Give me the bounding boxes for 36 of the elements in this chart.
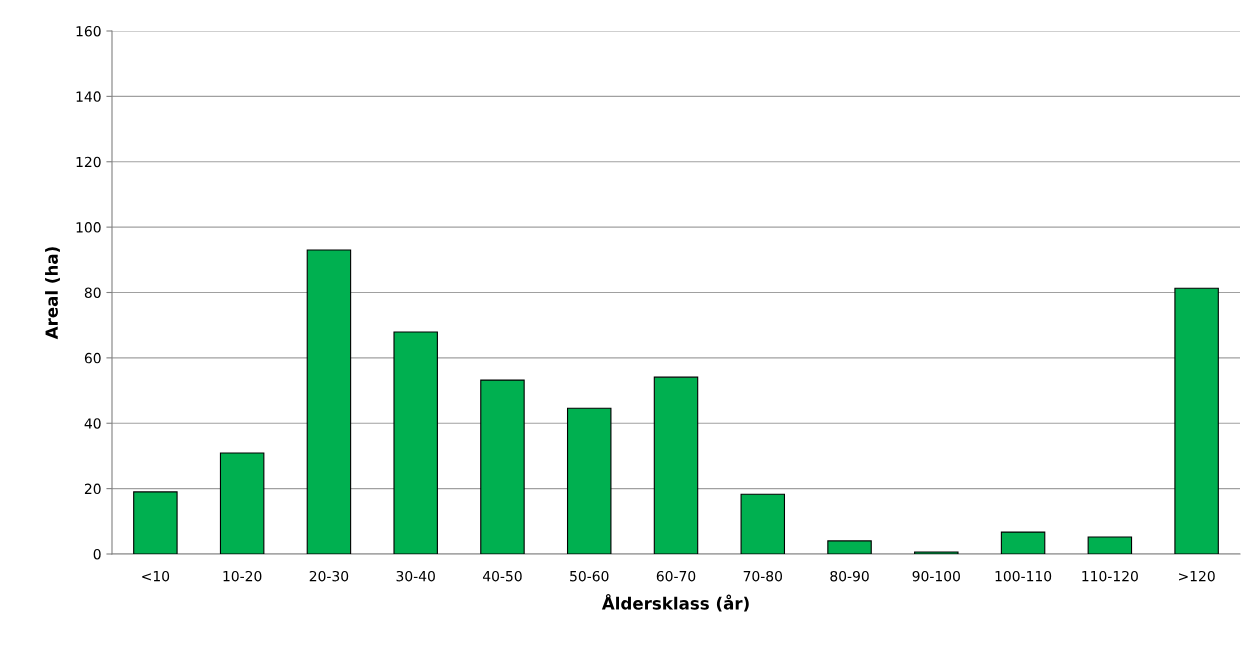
bar [653,376,699,554]
bar [480,379,525,554]
y-tick-label: 0 [93,548,101,560]
x-tick-label: 90-100 [912,570,960,582]
bar [1087,536,1133,554]
bar [133,491,178,554]
y-axis-title: Areal (ha) [45,247,60,340]
x-tick-label: 70-80 [743,570,783,582]
y-tick-label: 60 [84,352,101,364]
y-tick-label: 120 [76,156,101,168]
bar [740,493,786,554]
y-tick-label: 160 [76,25,101,37]
bar [393,331,438,554]
x-tick-label: 10-20 [223,570,262,582]
x-tick-label: 30-40 [396,570,435,582]
bar [566,407,612,554]
bar [306,249,352,554]
bar [219,452,265,554]
bar [1000,531,1046,554]
y-tick-label: 100 [76,222,101,233]
x-tick-label: >120 [1179,570,1215,582]
bar [1174,287,1219,554]
x-tick-label: 60-70 [656,570,696,582]
y-tick-label: 40 [84,418,101,429]
x-tick-label: 80-90 [830,570,869,582]
x-tick-label: 100-110 [995,570,1052,582]
bar [827,540,872,554]
y-tick-label: 80 [84,287,101,298]
x-tick-label: 40-50 [482,570,522,582]
x-tick-label: 50-60 [570,570,609,582]
y-tick-label: 20 [84,483,101,495]
x-axis-title: Åldersklass (år) [601,593,749,612]
x-tick-label: 110-120 [1082,570,1138,582]
y-tick-label: 140 [76,91,101,102]
x-tick-label: 20-30 [309,570,349,582]
x-tick-label: <10 [142,570,170,582]
